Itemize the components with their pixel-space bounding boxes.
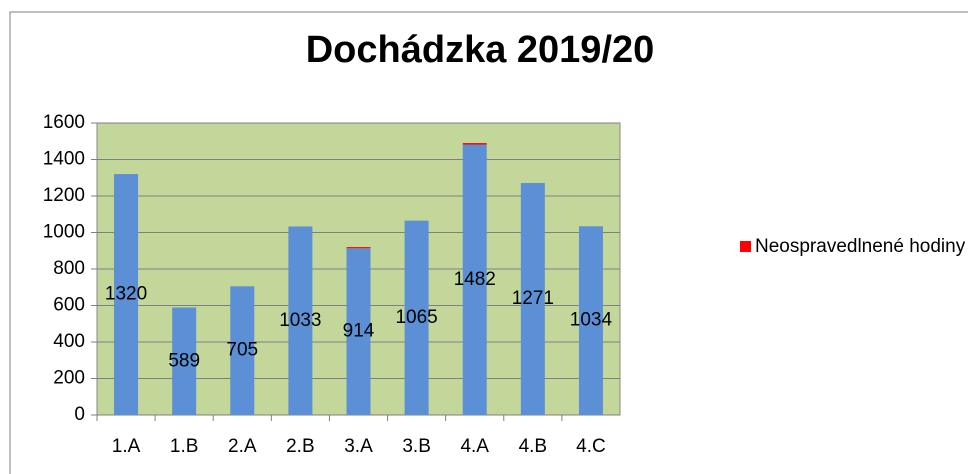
x-tick-label: 1.A	[112, 436, 141, 457]
data-label: 1065	[395, 307, 437, 328]
bar	[462, 143, 487, 145]
chart-title: Dochádzka 2019/20	[306, 29, 655, 71]
bar	[230, 286, 255, 415]
data-label: 1033	[279, 310, 321, 331]
y-tick-label: 800	[53, 258, 85, 279]
data-label: 705	[226, 340, 258, 361]
y-tick-label: 600	[53, 295, 85, 316]
data-label: 1320	[105, 284, 147, 305]
data-label: 1271	[512, 288, 554, 309]
x-tick-label: 3.A	[344, 436, 373, 457]
data-label: 589	[168, 350, 200, 371]
x-tick-label: 2.A	[228, 436, 257, 457]
y-tick-label: 0	[74, 404, 85, 425]
bar	[288, 226, 313, 415]
bar	[346, 248, 371, 415]
legend-item: Neospravedlnené hodiny	[740, 234, 968, 260]
x-tick-label: 4.C	[576, 436, 606, 457]
bar	[404, 220, 429, 415]
bar	[346, 247, 371, 249]
bar	[520, 183, 545, 415]
legend-swatch	[740, 241, 751, 252]
data-label: 914	[343, 321, 375, 342]
data-label: 1482	[454, 269, 496, 290]
y-tick-label: 200	[53, 368, 85, 389]
y-tick-label: 1600	[43, 112, 85, 133]
bar	[114, 174, 139, 415]
legend: Neospravedlnené hodiny	[740, 234, 968, 260]
legend-label: Neospravedlnené hodiny	[755, 236, 966, 257]
bar	[462, 144, 487, 415]
x-tick-label: 4.B	[519, 436, 548, 457]
x-tick-label: 2.B	[286, 436, 315, 457]
bar	[172, 307, 197, 415]
y-tick-label: 1400	[43, 149, 85, 170]
y-tick-label: 1000	[43, 222, 85, 243]
y-tick-label: 400	[53, 331, 85, 352]
data-label: 1034	[570, 310, 613, 331]
x-tick-label: 1.B	[170, 436, 199, 457]
x-tick-label: 3.B	[402, 436, 431, 457]
x-tick-label: 4.A	[460, 436, 489, 457]
bar	[578, 226, 603, 415]
y-tick-label: 1200	[43, 185, 85, 206]
